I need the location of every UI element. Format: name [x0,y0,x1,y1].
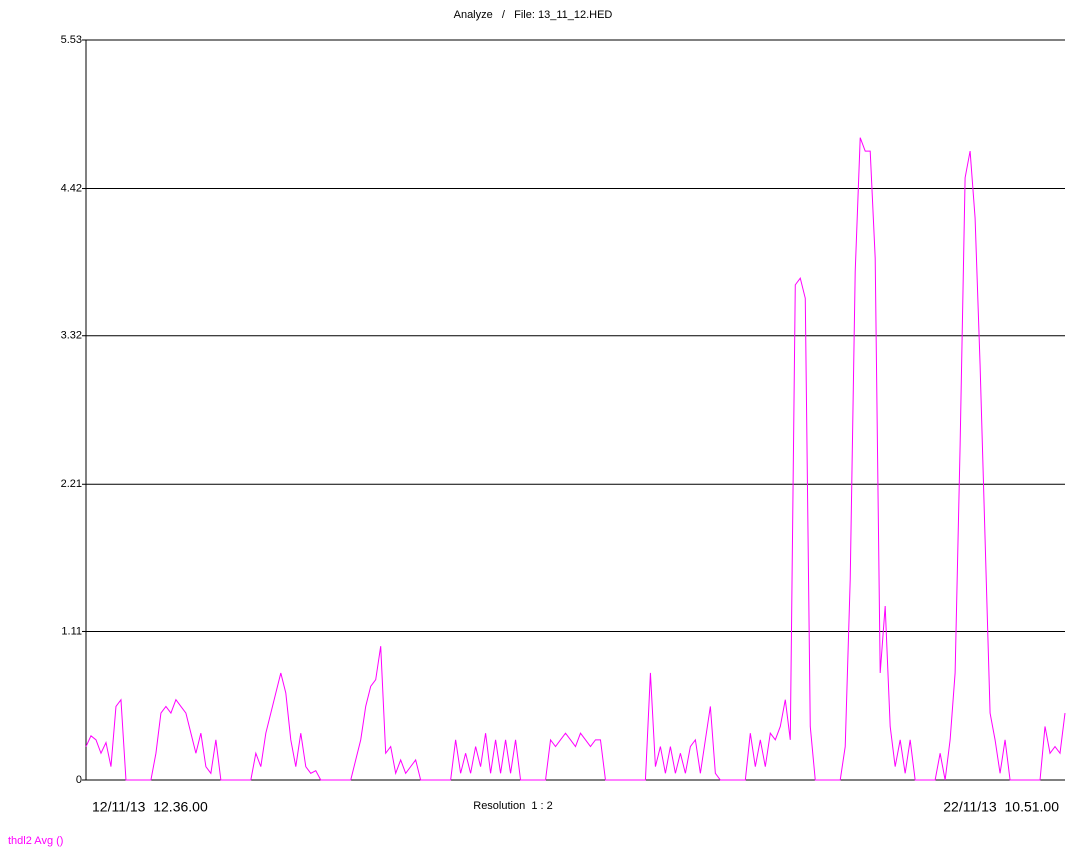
resolution-label: Resolution 1 : 2 [473,800,553,812]
y-tick-label: 1.11 [61,625,82,637]
y-tick-label: 0 [76,774,82,786]
x-tick-label: 22/11/13 10.51.00 [943,799,1059,815]
x-tick-label: 12/11/13 12.36.00 [92,799,208,815]
y-tick-label: 3.32 [61,330,82,342]
chart-title: Analyze / File: 13_11_12.HED [454,9,613,21]
y-tick-label: 2.21 [61,478,82,490]
data-line [85,137,1066,781]
legend-entry: thdl2 Avg () [8,835,63,847]
y-tick-label: 4.42 [61,182,82,194]
y-tick-label: 5.53 [61,34,82,46]
